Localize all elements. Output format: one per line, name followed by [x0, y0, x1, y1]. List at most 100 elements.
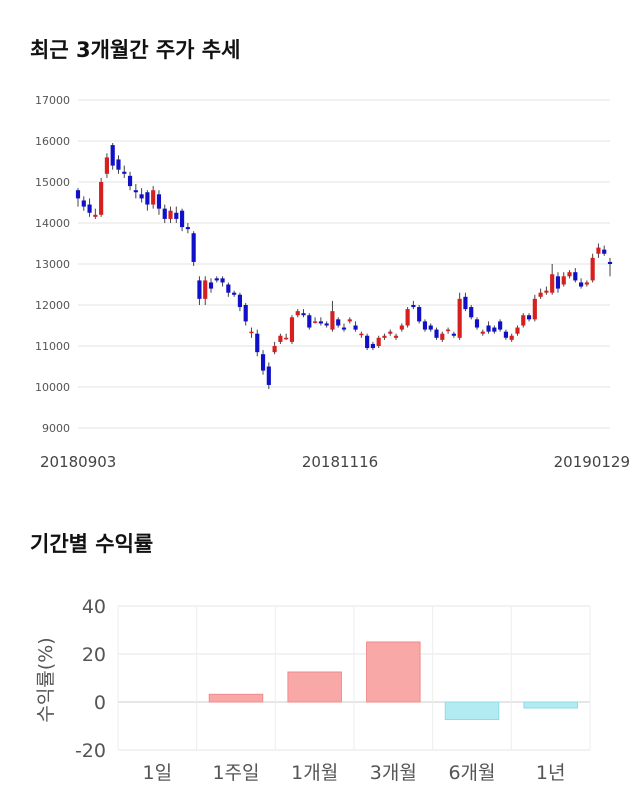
candle-body [174, 212, 179, 219]
candle-body [127, 175, 133, 187]
candle-body [168, 210, 173, 219]
candle-gridlines [78, 99, 610, 429]
candle-body [237, 294, 242, 308]
candle-body [220, 278, 225, 283]
candle-body [278, 335, 283, 342]
candle-body [133, 190, 138, 193]
return-bar [444, 701, 500, 721]
candle-body [480, 331, 485, 334]
candle-body [607, 261, 613, 264]
trend-section-title: 최근 3개월간 주가 추세 [30, 38, 241, 62]
bar-y-axis-label: 수익률(%) [35, 637, 57, 722]
bar-y-tick-label: 0 [94, 692, 106, 714]
candle-body [197, 280, 202, 299]
candle-body [347, 319, 352, 322]
candle-body [93, 214, 98, 217]
candle-body [81, 200, 86, 207]
candle-body [509, 335, 514, 340]
candle-body [463, 296, 468, 310]
candle-body [567, 272, 572, 277]
candle-body [272, 346, 277, 353]
candle-body [532, 298, 537, 320]
candle-body [526, 315, 532, 320]
bar-y-tick-label: 40 [82, 596, 106, 618]
candle-y-tick-label: 16000 [35, 135, 70, 148]
candle-body [584, 282, 589, 285]
candle-body [417, 307, 422, 322]
candle-body [301, 313, 306, 316]
candle-body [579, 282, 584, 287]
candle-body [295, 311, 300, 316]
candle-y-tick-label: 13000 [35, 258, 70, 271]
bar-x-tick-label: 6개월 [448, 762, 495, 784]
candle-body [405, 309, 410, 326]
candle-body [555, 276, 561, 289]
candle-body [75, 190, 81, 199]
candle-body [324, 323, 329, 326]
candle-y-tick-label: 14000 [35, 217, 70, 230]
candle-body [330, 311, 335, 330]
candle-body [359, 333, 364, 336]
candle-y-tick-label: 10000 [35, 381, 70, 394]
bar-x-tick-label: 1일 [143, 762, 173, 784]
candle-x-tick-label: 20190129 [554, 453, 630, 471]
candle-body [156, 194, 162, 209]
candle-body [399, 325, 404, 330]
candle-body [411, 305, 416, 308]
candle-y-tick-label: 17000 [35, 94, 70, 107]
candle-body [185, 227, 190, 230]
candle-body [486, 325, 491, 332]
candle-body [503, 331, 508, 338]
bar-y-ticks: 40 20 0 -20 [75, 596, 106, 762]
candle-body [370, 343, 375, 349]
bar-y-tick-label: 20 [82, 644, 106, 666]
candle-body [99, 182, 104, 215]
candle-body [596, 247, 601, 254]
candle-body [457, 298, 462, 338]
candle-body [104, 157, 109, 174]
candle-body [590, 257, 595, 281]
candle-y-tick-label: 15000 [35, 176, 70, 189]
bar-y-tick-label: -20 [75, 740, 106, 762]
candle-x-tick-label: 20180903 [40, 453, 116, 471]
candle-body [151, 190, 156, 205]
candle-body [602, 249, 607, 254]
return-bar [523, 701, 578, 709]
candle-body [492, 327, 497, 332]
candle-body [393, 335, 399, 338]
candle-body [116, 159, 121, 170]
candle-marks [75, 143, 613, 390]
bar-x-tick-label: 1주일 [212, 762, 259, 784]
candle-body [307, 315, 312, 328]
candle-body [515, 327, 520, 334]
candle-body [87, 204, 92, 213]
candle-body [226, 284, 231, 293]
candle-body [422, 321, 428, 330]
bar-x-ticks: 1일 1주일 1개월 3개월 6개월 1년 [143, 762, 566, 784]
candle-body [561, 276, 566, 285]
candle-body [341, 327, 347, 330]
candle-body [498, 321, 503, 330]
candle-body [284, 337, 289, 340]
candle-body [446, 329, 451, 332]
candle-y-tick-label: 12000 [35, 299, 70, 312]
candle-body [451, 333, 456, 336]
bar-x-tick-label: 1년 [536, 762, 566, 784]
candle-body [336, 319, 341, 326]
candle-body [365, 335, 370, 349]
candle-body [110, 145, 115, 166]
candle-x-ticks: 20180903 20181116 20190129 [40, 453, 630, 471]
candle-body [550, 274, 555, 293]
bar-marks [208, 641, 578, 721]
bar-x-tick-label: 3개월 [370, 762, 417, 784]
candle-body [243, 305, 248, 322]
candle-body [573, 272, 578, 281]
candle-body [139, 194, 144, 199]
return-bar [208, 693, 264, 703]
candle-body [544, 290, 549, 293]
candle-body [122, 171, 127, 174]
candle-body [289, 317, 295, 342]
candle-body [313, 321, 318, 323]
return-bar [366, 641, 421, 703]
